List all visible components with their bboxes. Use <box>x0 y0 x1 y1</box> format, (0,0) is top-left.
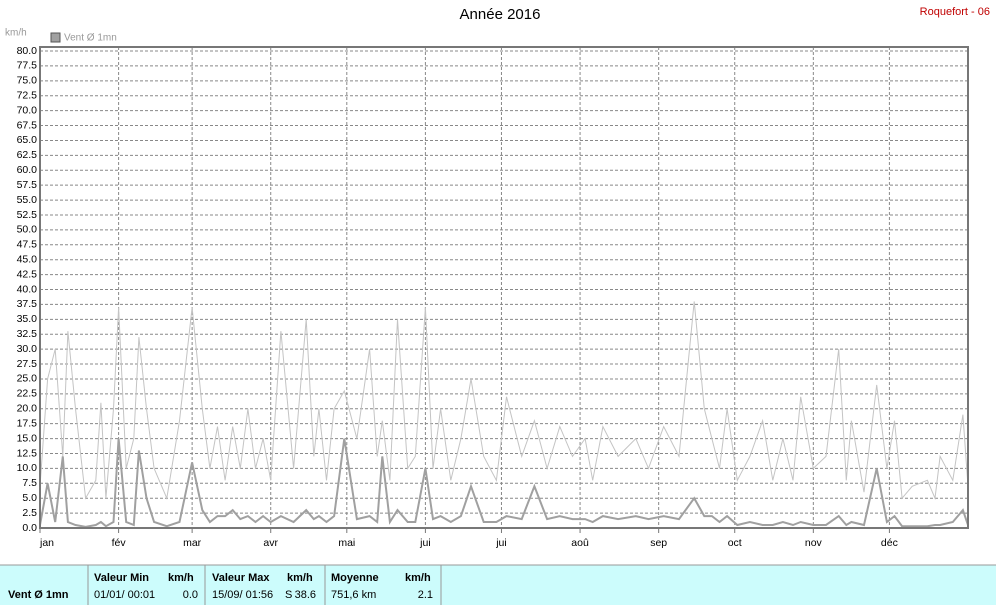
stat-unit: km/h <box>168 572 194 584</box>
stat-unit: km/h <box>405 572 431 584</box>
x-tick-label: mai <box>338 537 355 549</box>
y-tick-label: 55.0 <box>17 194 38 206</box>
y-tick-label: 47.5 <box>17 239 38 251</box>
legend-label: Vent Ø 1mn <box>64 33 117 44</box>
stat-value: 38.6 <box>295 589 316 601</box>
stat-value: 2.1 <box>418 589 433 601</box>
y-tick-label: 27.5 <box>17 358 38 370</box>
y-tick-label: 60.0 <box>17 164 38 176</box>
plot-frame <box>39 46 969 529</box>
y-tick-label: 50.0 <box>17 224 38 236</box>
x-tick-label: jui <box>419 537 431 549</box>
x-tick-label: déc <box>881 537 898 549</box>
y-tick-label: 20.0 <box>17 403 38 415</box>
x-tick-label: fév <box>112 537 127 549</box>
y-tick-label: 2.5 <box>22 507 37 519</box>
y-tick-label: 15.0 <box>17 432 38 444</box>
x-tick-label: aoû <box>571 537 589 549</box>
y-tick-label: 35.0 <box>17 313 38 325</box>
y-tick-label: 0.0 <box>22 522 37 534</box>
y-tick-label: 17.5 <box>17 417 38 429</box>
y-tick-label: 40.0 <box>17 283 38 295</box>
y-tick-label: 52.5 <box>17 209 38 221</box>
y-tick-label: 25.0 <box>17 373 38 385</box>
chart-title: Année 2016 <box>460 6 541 23</box>
y-tick-label: 37.5 <box>17 298 38 310</box>
x-tick-label: avr <box>263 537 278 549</box>
x-tick-label: mar <box>183 537 202 549</box>
y-tick-label: 42.5 <box>17 268 38 280</box>
stat-distance: 751,6 km <box>331 589 376 601</box>
y-unit: km/h <box>5 28 27 39</box>
y-tick-label: 22.5 <box>17 388 38 400</box>
stat-header: Valeur Min <box>94 572 149 584</box>
x-tick-label: jan <box>39 537 54 549</box>
x-tick-label: jui <box>495 537 507 549</box>
y-tick-label: 57.5 <box>17 179 38 191</box>
y-tick-label: 32.5 <box>17 328 38 340</box>
y-tick-label: 10.0 <box>17 462 38 474</box>
y-tick-label: 62.5 <box>17 149 38 161</box>
series-line <box>39 438 969 528</box>
y-tick-label: 75.0 <box>17 75 38 87</box>
y-tick-label: 65.0 <box>17 134 38 146</box>
stat-header: Valeur Max <box>212 572 270 584</box>
y-tick-label: 77.5 <box>17 60 38 72</box>
x-tick-label: sep <box>650 537 667 549</box>
stat-unit: km/h <box>287 572 313 584</box>
y-tick-label: 45.0 <box>17 253 38 265</box>
stat-header: Moyenne <box>331 572 379 584</box>
y-tick-label: 12.5 <box>17 447 38 459</box>
stat-date: 01/01/ 00:01 <box>94 589 155 601</box>
stats-panel <box>0 565 996 605</box>
x-tick-label: oct <box>728 537 742 549</box>
station: Roquefort - 06 <box>920 6 990 18</box>
y-tick-label: 7.5 <box>22 477 37 489</box>
legend-swatch <box>50 32 61 43</box>
stat-date: 15/09/ 01:56 <box>212 589 273 601</box>
stats-label: Vent Ø 1mn <box>8 589 69 601</box>
y-tick-label: 67.5 <box>17 119 38 131</box>
y-tick-label: 5.0 <box>22 492 37 504</box>
series-line <box>39 301 969 501</box>
y-tick-label: 70.0 <box>17 104 38 116</box>
y-tick-label: 72.5 <box>17 90 38 102</box>
y-tick-label: 30.0 <box>17 343 38 355</box>
stat-direction: S <box>285 589 292 601</box>
x-tick-label: nov <box>805 537 823 549</box>
stat-value: 0.0 <box>183 589 198 601</box>
y-tick-label: 80.0 <box>17 45 38 57</box>
